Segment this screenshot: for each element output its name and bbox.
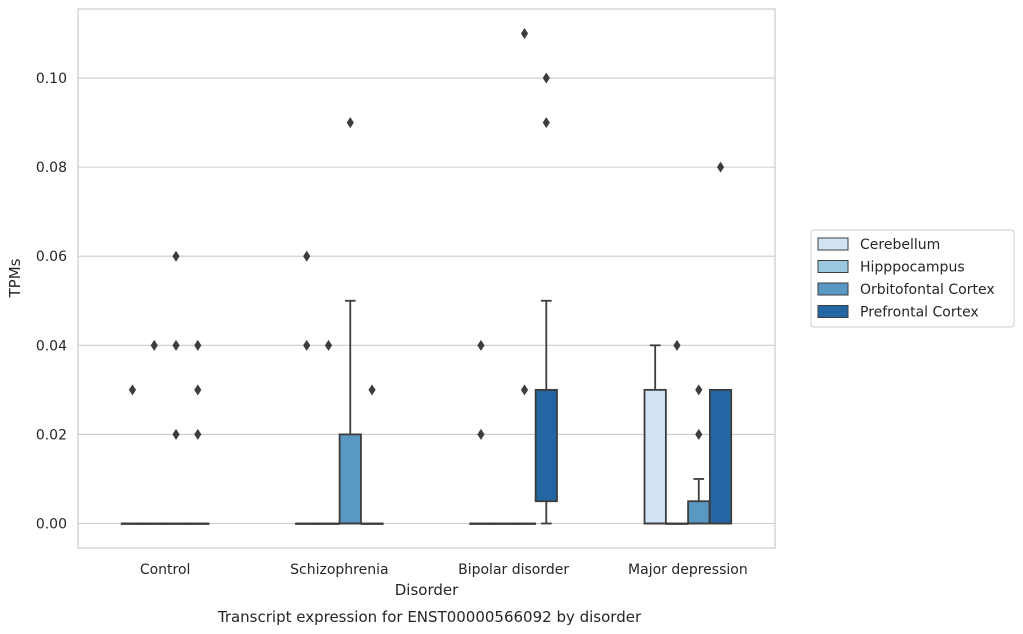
box: [360, 384, 384, 525]
legend-frame: [810, 229, 1015, 328]
legend-label: Cerebellum: [860, 237, 940, 253]
box: [295, 250, 319, 525]
y-tick-label: 0.08: [36, 160, 67, 176]
box-body: [534, 388, 558, 503]
chart-caption: Transcript expression for ENST0000056609…: [217, 608, 642, 626]
outlier-point: [695, 428, 703, 440]
gridlines: [78, 77, 775, 525]
legend-swatch: [817, 305, 849, 318]
box: [316, 339, 341, 525]
outlier-point: [194, 428, 202, 440]
outlier-point: [695, 384, 703, 396]
box: [120, 384, 145, 525]
outlier-point: [520, 384, 529, 396]
outlier-point: [542, 72, 550, 84]
legend-label: Orbitofontal Cortex: [860, 282, 995, 298]
legend-swatch: [817, 237, 849, 251]
legend-swatch: [817, 282, 849, 296]
outlier-point: [542, 117, 550, 129]
series-hipppocampus: [142, 339, 689, 525]
x-tick-label: Major depression: [628, 562, 748, 578]
box-body: [338, 433, 362, 525]
box-body: [708, 388, 733, 525]
box: [687, 384, 711, 525]
box: [708, 161, 733, 525]
box: [534, 72, 558, 525]
outlier-point: [194, 339, 202, 351]
outlier-point: [716, 161, 725, 173]
y-tick-label: 0.02: [36, 427, 67, 443]
box: [643, 344, 667, 525]
outlier-point: [172, 339, 180, 351]
box: [338, 117, 362, 525]
y-tick-label: 0.00: [36, 517, 67, 533]
outlier-point: [128, 384, 137, 396]
outlier-point: [324, 339, 333, 351]
outlier-point: [303, 250, 311, 262]
outlier-point: [520, 28, 529, 39]
outlier-point: [346, 117, 354, 129]
y-tick-label: 0.06: [36, 249, 67, 265]
outlier-point: [150, 339, 158, 351]
box: [491, 522, 515, 525]
series-orbitofontal-cortex: [164, 28, 711, 525]
box: [512, 28, 537, 525]
plot-frame: [77, 8, 776, 549]
legend: Cerebellum Hipppocampus Orbitofontal Corte…: [810, 229, 1015, 328]
legend-label: Prefrontal Cortex: [860, 305, 979, 321]
x-axis-label: Disorder: [395, 581, 459, 599]
x-tick-label: Schizophrenia: [290, 562, 388, 578]
y-tick-label: 0.10: [36, 71, 67, 87]
outlier-point: [194, 384, 202, 396]
y-axis-ticks: 0.00 0.02 0.04 0.06 0.08 0.10: [36, 71, 67, 532]
x-tick-label: Bipolar disorder: [458, 562, 569, 578]
y-tick-label: 0.04: [36, 338, 67, 354]
outlier-point: [368, 384, 376, 396]
box: [186, 339, 210, 525]
outlier-point: [477, 339, 485, 351]
outlier-point: [673, 339, 681, 351]
outlier-point: [172, 250, 180, 262]
outlier-point: [477, 428, 485, 440]
y-axis-label: TPMs: [6, 258, 24, 298]
x-axis-ticks: Control Schizophrenia Bipolar disorder Majo…: [140, 562, 748, 578]
x-tick-label: Control: [140, 562, 191, 578]
box-body: [643, 388, 667, 525]
box: [469, 339, 493, 525]
box-body: [687, 500, 711, 525]
series-prefrontal-cortex: [186, 72, 733, 525]
outlier-point: [303, 339, 311, 351]
legend-swatch: [817, 260, 849, 273]
series-cerebellum: [120, 250, 667, 525]
box: [164, 250, 188, 525]
box: [142, 339, 166, 525]
outlier-point: [172, 428, 180, 440]
legend-label: Hipppocampus: [860, 260, 965, 276]
plot-series: [120, 28, 733, 525]
box: [665, 339, 689, 525]
